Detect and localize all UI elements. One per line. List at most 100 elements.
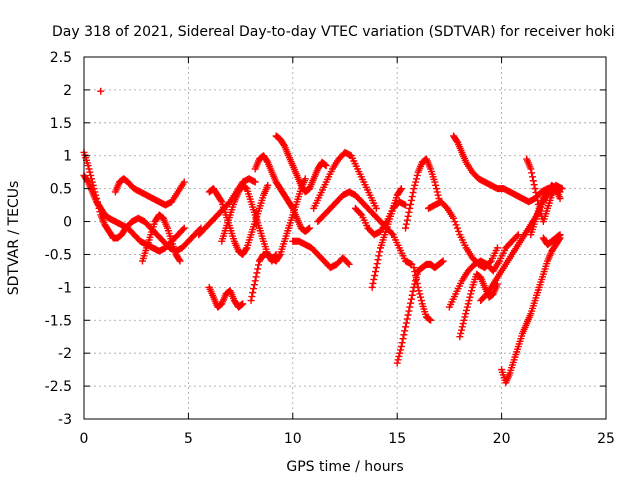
- y-tick-labels: 2.5 2 1.5 1 0.5 0 -0.5 -1 -1.5 -2 -2.5 -3: [45, 50, 72, 428]
- data-point: [493, 244, 501, 252]
- data-point: [395, 352, 403, 360]
- data-point: [402, 224, 410, 232]
- data-point: [461, 313, 469, 321]
- y-axis-label: SDTVAR / TECUs: [6, 181, 22, 296]
- data-point: [402, 319, 410, 327]
- data-point: [407, 196, 415, 204]
- chart-title: Day 318 of 2021, Sidereal Day-to-day VTE…: [52, 24, 615, 40]
- data-point: [407, 200, 415, 208]
- x-tick-label: 25: [597, 431, 615, 447]
- data-point: [400, 331, 408, 339]
- data-point: [459, 320, 467, 328]
- data-point: [455, 227, 463, 235]
- data-point: [457, 329, 465, 337]
- data-point: [462, 310, 470, 318]
- data-point: [452, 221, 460, 229]
- data-point: [84, 162, 92, 170]
- data-point: [372, 204, 380, 212]
- y-tick-label: -2.5: [45, 379, 72, 395]
- data-point: [250, 285, 258, 293]
- x-tick-label: 5: [184, 431, 193, 447]
- data-point: [369, 279, 377, 287]
- data-point: [345, 260, 353, 268]
- y-tick-label: -0.5: [45, 247, 72, 263]
- data-point: [368, 283, 376, 291]
- data-point: [264, 181, 272, 189]
- data-point: [393, 359, 401, 367]
- series-arc-s: [410, 264, 435, 324]
- data-point: [394, 356, 402, 364]
- data-point: [402, 220, 410, 228]
- data-points: [80, 87, 566, 387]
- data-point: [371, 268, 379, 276]
- data-point: [356, 210, 364, 218]
- data-point: [398, 339, 406, 347]
- data-point: [411, 268, 419, 276]
- data-point: [556, 195, 564, 203]
- data-point: [404, 212, 412, 220]
- data-point: [402, 323, 410, 331]
- data-point: [408, 193, 416, 201]
- data-point: [406, 303, 414, 311]
- data-point: [405, 208, 413, 216]
- data-point: [248, 293, 256, 301]
- data-point: [397, 185, 405, 193]
- data-point: [370, 275, 378, 283]
- data-point: [414, 283, 422, 291]
- series-arc-v: [445, 231, 522, 311]
- data-point: [371, 272, 379, 280]
- data-point: [255, 261, 263, 269]
- data-point: [463, 306, 471, 314]
- data-point: [404, 311, 412, 319]
- x-tick-label: 15: [388, 431, 406, 447]
- data-point: [86, 168, 94, 176]
- data-point: [251, 178, 259, 186]
- data-point: [415, 287, 423, 295]
- data-point: [322, 162, 330, 170]
- data-point: [432, 185, 440, 193]
- data-point: [412, 272, 420, 280]
- data-point: [413, 171, 421, 179]
- data-point: [180, 178, 188, 186]
- data-point: [427, 316, 435, 324]
- series-outlier: [97, 87, 105, 95]
- y-tick-label: 2: [63, 83, 72, 99]
- data-point: [412, 175, 420, 183]
- series-arc-o: [351, 198, 410, 239]
- series-arc-h: [218, 181, 280, 265]
- data-point: [85, 165, 93, 173]
- data-point: [344, 259, 352, 267]
- data-point: [463, 303, 471, 311]
- data-point: [458, 326, 466, 334]
- data-point: [397, 186, 405, 194]
- data-point: [514, 231, 522, 239]
- data-point: [407, 299, 415, 307]
- y-tick-label: -3: [58, 412, 72, 428]
- series-arc-aa: [527, 181, 564, 239]
- series-arc-t: [425, 198, 501, 272]
- series-arc-y: [498, 234, 564, 387]
- data-point: [416, 290, 424, 298]
- data-point: [464, 300, 472, 308]
- data-point: [411, 181, 419, 189]
- series-arc-c: [111, 175, 188, 209]
- x-tick-label: 10: [284, 431, 302, 447]
- data-point: [450, 214, 458, 222]
- x-tick-label: 20: [493, 431, 511, 447]
- data-point: [529, 177, 537, 185]
- data-point: [466, 293, 474, 301]
- data-point: [397, 346, 405, 354]
- data-point: [432, 181, 440, 189]
- x-tick-label: 0: [80, 431, 89, 447]
- data-point: [403, 216, 411, 224]
- data-point: [301, 175, 309, 183]
- data-point: [409, 287, 417, 295]
- data-point: [467, 290, 475, 298]
- data-point: [252, 273, 260, 281]
- series-arc-l: [289, 237, 353, 272]
- data-point: [528, 169, 536, 177]
- y-tick-label: 0.5: [50, 182, 72, 198]
- data-point: [97, 87, 105, 95]
- x-tick-labels: 0 5 10 15 20 25: [80, 431, 615, 447]
- data-point: [180, 224, 188, 232]
